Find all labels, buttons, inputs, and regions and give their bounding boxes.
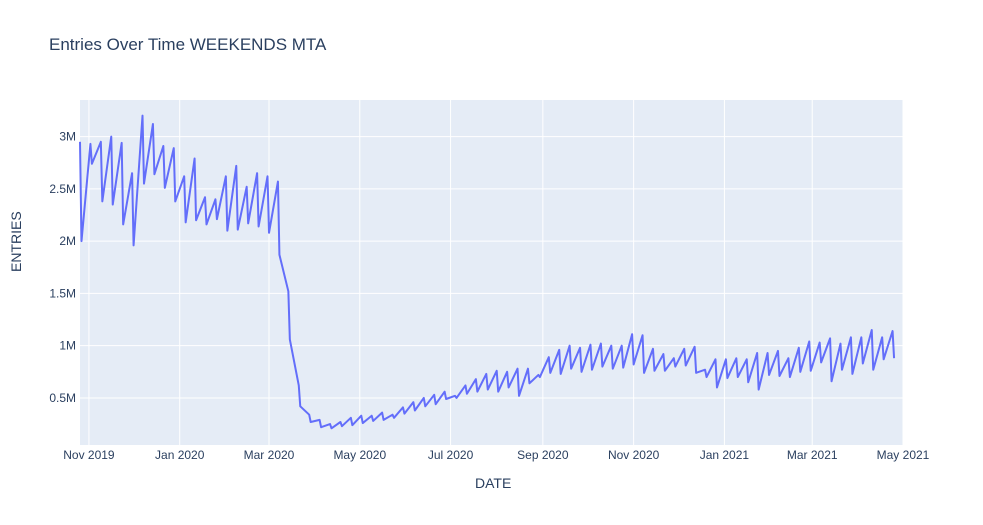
y-tick-label: 1.5M	[49, 286, 76, 300]
x-tick-label: Jan 2021	[700, 448, 750, 462]
x-tick-label: Jul 2020	[428, 448, 474, 462]
x-axis-ticks: Nov 2019 Jan 2020 Mar 2020 May 2020 Jul 2020…	[63, 448, 929, 462]
y-tick-label: 3M	[59, 130, 76, 144]
x-tick-label: May 2020	[333, 448, 386, 462]
x-tick-label: Mar 2020	[244, 448, 295, 462]
y-tick-label: 0.5M	[49, 391, 76, 405]
x-tick-label: Jan 2020	[155, 448, 205, 462]
x-tick-label: May 2021	[877, 448, 930, 462]
x-tick-label: Nov 2020	[608, 448, 660, 462]
y-tick-label: 2.5M	[49, 182, 76, 196]
y-tick-label: 2M	[59, 234, 76, 248]
x-tick-label: Mar 2021	[787, 448, 838, 462]
plot-background	[80, 100, 903, 445]
y-axis-ticks: 0.5M 1M 1.5M 2M 2.5M 3M	[49, 130, 76, 405]
x-tick-label: Nov 2019	[63, 448, 115, 462]
y-tick-label: 1M	[59, 339, 76, 353]
x-tick-label: Sep 2020	[517, 448, 569, 462]
